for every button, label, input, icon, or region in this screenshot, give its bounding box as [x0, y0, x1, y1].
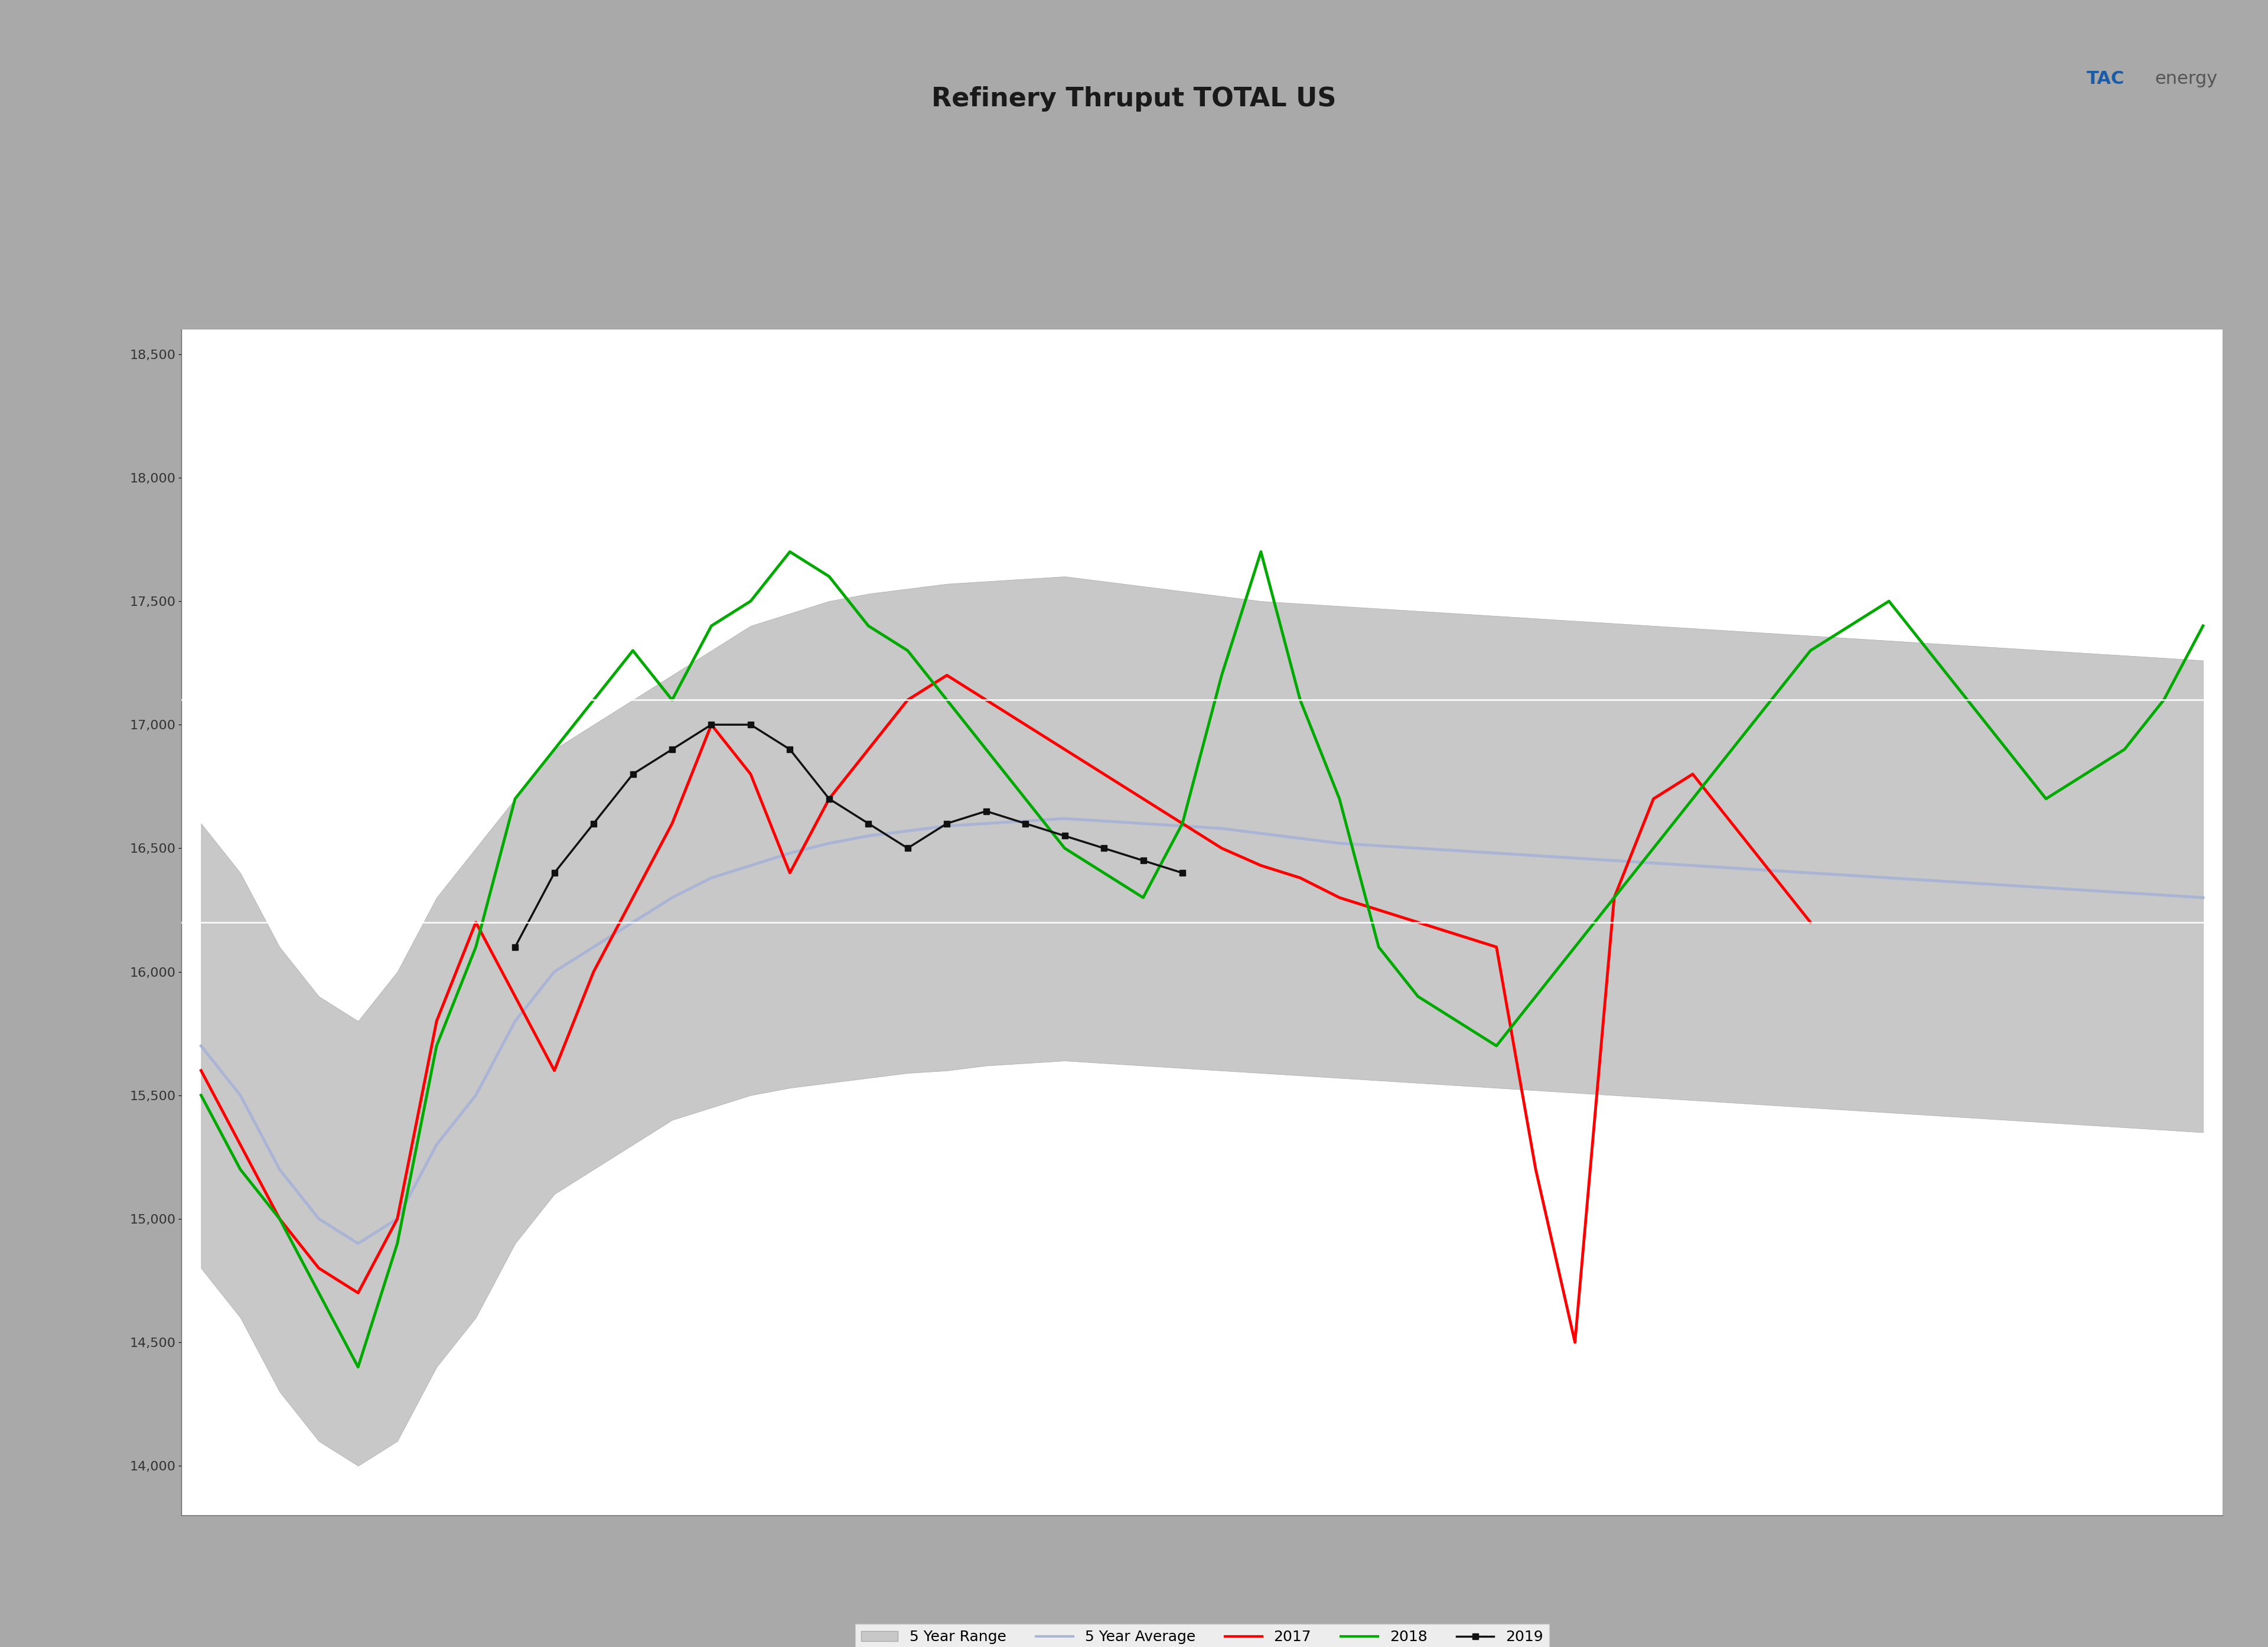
2017 [188, 1061, 215, 1080]
5 Year Average [345, 1234, 372, 1253]
2019 [581, 814, 608, 833]
Line: 5 Year Average: 5 Year Average [202, 819, 2202, 1243]
2018 [345, 1357, 372, 1377]
2019 [699, 715, 726, 735]
2018 [973, 740, 1000, 759]
2019 [973, 800, 1000, 820]
2019 [894, 838, 921, 858]
Text: Refinery Thruput TOTAL US: Refinery Thruput TOTAL US [932, 86, 1336, 112]
5 Year Average [2189, 888, 2216, 907]
5 Year Average [1209, 819, 1236, 838]
2019 [1168, 863, 1195, 883]
Line: 2019: 2019 [513, 721, 1186, 950]
2019 [1091, 838, 1118, 858]
Text: energy: energy [2155, 71, 2218, 87]
2019 [501, 937, 528, 957]
2018 [1483, 1036, 1510, 1056]
2018 [1560, 937, 1588, 957]
2018 [1327, 789, 1354, 809]
2019 [816, 789, 844, 809]
2017 [1483, 937, 1510, 957]
2018 [188, 1085, 215, 1105]
2017 [345, 1283, 372, 1303]
5 Year Average [934, 817, 962, 837]
2018 [2189, 616, 2216, 636]
2019 [1129, 850, 1157, 870]
2019 [1050, 825, 1077, 845]
2019 [776, 740, 803, 759]
2017 [894, 690, 921, 710]
5 Year Average [188, 1036, 215, 1056]
2019 [658, 740, 685, 759]
5 Year Average [1327, 833, 1354, 853]
5 Year Average [383, 1209, 411, 1229]
5 Year Average [1560, 848, 1588, 868]
2019 [1012, 814, 1039, 833]
2019 [934, 814, 962, 833]
Line: 2017: 2017 [202, 675, 1810, 1342]
2018 [383, 1234, 411, 1253]
2018 [1209, 665, 1236, 685]
Text: TAC: TAC [2087, 71, 2125, 87]
2018 [776, 542, 803, 562]
2019 [619, 764, 646, 784]
2019 [737, 715, 764, 735]
5 Year Average [1050, 809, 1077, 828]
2017 [1129, 789, 1157, 809]
2019 [540, 863, 567, 883]
Legend: 5 Year Range, 5 Year Average, 2017, 2018, 2019: 5 Year Range, 5 Year Average, 2017, 2018… [855, 1624, 1549, 1647]
5 Year Average [1483, 843, 1510, 863]
2017 [1404, 912, 1431, 932]
Line: 2018: 2018 [202, 552, 2202, 1367]
2019 [855, 814, 882, 833]
